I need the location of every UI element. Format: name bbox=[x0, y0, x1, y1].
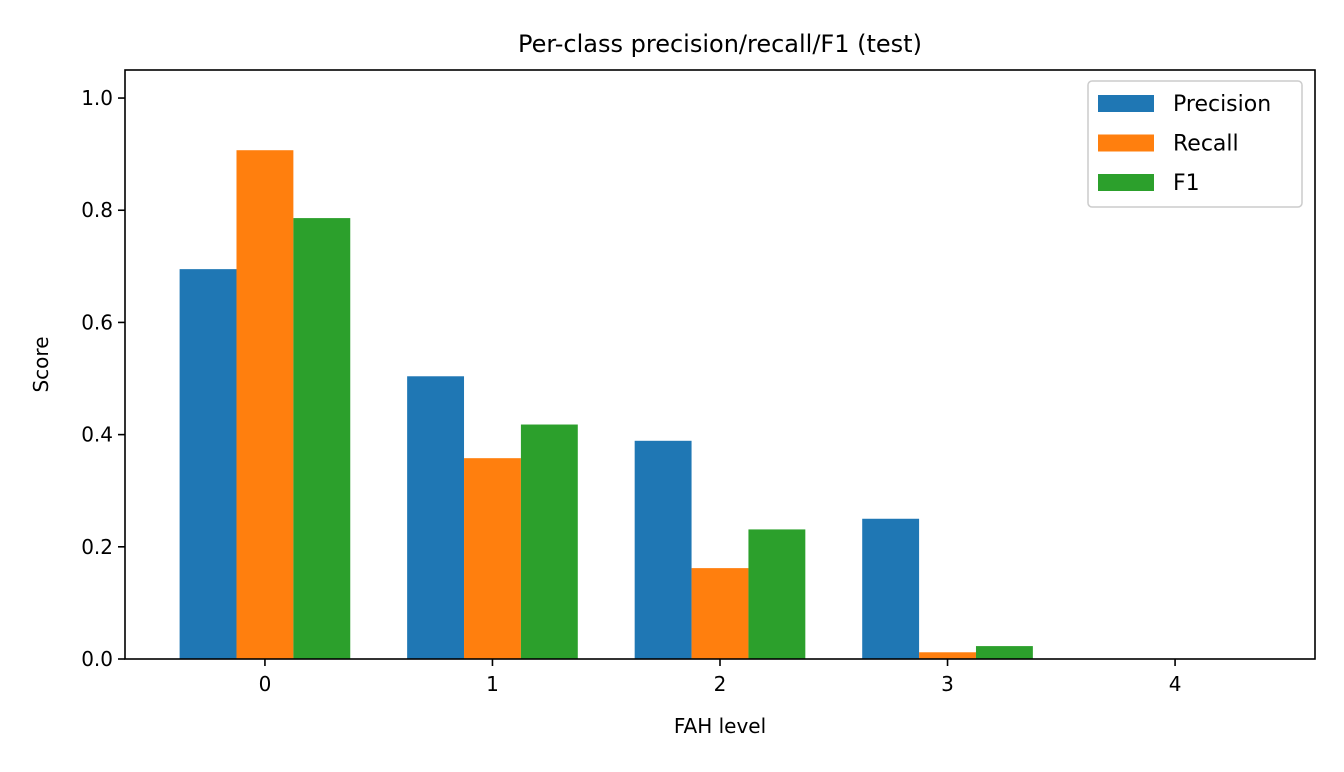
legend-label-recall: Recall bbox=[1173, 132, 1239, 157]
y-axis: 0.0 0.2 0.4 0.6 0.8 1.0 bbox=[81, 86, 125, 671]
bars-layer bbox=[179, 150, 1033, 659]
bar-precision-2 bbox=[634, 440, 692, 659]
bar-f1-3 bbox=[975, 646, 1033, 659]
bar-precision-1 bbox=[407, 376, 465, 659]
bar-f1-2 bbox=[748, 529, 806, 659]
y-tick-label: 0.8 bbox=[81, 198, 113, 222]
bar-f1-1 bbox=[520, 424, 578, 659]
legend-swatch-precision bbox=[1098, 95, 1154, 112]
bar-recall-1 bbox=[464, 458, 521, 659]
legend: Precision Recall F1 bbox=[1087, 80, 1303, 208]
y-tick-label: 1.0 bbox=[81, 86, 113, 110]
bar-recall-2 bbox=[691, 568, 749, 659]
y-tick-label: 0.4 bbox=[81, 423, 113, 447]
legend-label-f1: F1 bbox=[1173, 171, 1200, 196]
x-tick-label: 0 bbox=[259, 672, 272, 696]
x-tick-label: 4 bbox=[1169, 672, 1182, 696]
legend-swatch-recall bbox=[1098, 134, 1154, 152]
bar-recall-3 bbox=[919, 652, 976, 659]
bar-precision-3 bbox=[862, 518, 920, 659]
y-tick-label: 0.2 bbox=[81, 535, 113, 559]
bar-f1-0 bbox=[293, 218, 351, 659]
x-tick-label: 3 bbox=[941, 672, 954, 696]
chart-title: Per-class precision/recall/F1 (test) bbox=[518, 30, 922, 58]
y-axis-label: Score bbox=[29, 336, 53, 392]
x-tick-label: 2 bbox=[714, 672, 727, 696]
legend-label-precision: Precision bbox=[1173, 92, 1271, 117]
bar-recall-0 bbox=[236, 150, 294, 659]
legend-swatch-f1 bbox=[1098, 174, 1154, 191]
x-axis-label: FAH level bbox=[674, 714, 766, 738]
y-tick-label: 0.6 bbox=[81, 310, 113, 334]
y-tick-label: 0.0 bbox=[81, 647, 113, 671]
x-axis: 0 1 2 3 4 bbox=[259, 659, 1182, 696]
plot-frame bbox=[124, 69, 1316, 660]
bar-precision-0 bbox=[179, 269, 237, 659]
x-tick-label: 1 bbox=[486, 672, 499, 696]
